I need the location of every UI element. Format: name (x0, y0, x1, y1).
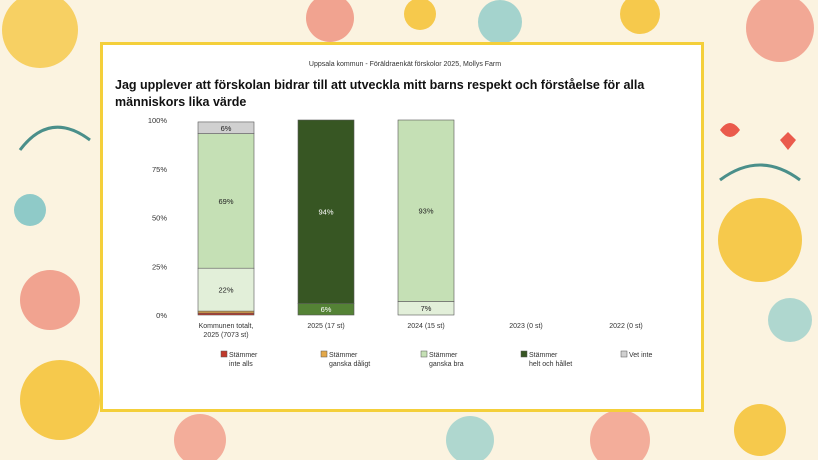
data-label: 69% (218, 197, 233, 206)
x-tick-label: 2025 (17 st) (307, 323, 344, 330)
y-tick-label: 0% (156, 311, 167, 320)
legend-label: helt och hållet (529, 360, 572, 368)
bar-segment (197, 121, 255, 134)
y-tick-label: 100% (148, 116, 168, 125)
legend-swatch (420, 350, 428, 358)
data-label: 6% (321, 305, 332, 314)
data-label: 94% (318, 208, 333, 217)
x-tick-label: Kommunen totalt, (199, 323, 254, 330)
data-label: 7% (421, 304, 432, 313)
data-label: 22% (218, 286, 233, 295)
legend-swatch (220, 350, 228, 358)
legend-label: Vet inte (629, 352, 652, 359)
legend-label: Stämmer (529, 352, 558, 359)
x-tick-label: 2024 (15 st) (407, 323, 444, 330)
legend-label: Stämmer (429, 352, 458, 359)
chart-title: Jag upplever att förskolan bidrar till a… (115, 78, 645, 109)
legend-label: ganska dåligt (329, 360, 370, 368)
bar-segment (197, 133, 255, 269)
legend-swatch (320, 350, 328, 358)
legend-label: inte alls (229, 361, 253, 368)
y-tick-label: 75% (152, 165, 167, 174)
chart-subtitle: Uppsala kommun - Föräldraenkät förskolor… (308, 61, 502, 68)
legend-label: Stämmer (229, 352, 258, 359)
y-tick-label: 50% (152, 214, 167, 223)
chart-card: Uppsala kommun - Föräldraenkät förskolor… (100, 42, 704, 412)
legend-swatch (620, 350, 628, 358)
data-label: 6% (221, 124, 232, 133)
x-tick-label: 2025 (7073 st) (203, 332, 248, 339)
data-label: 93% (418, 207, 433, 216)
bar-segment (197, 267, 255, 312)
stacked-bar-chart: 0% 25% 50% 75% 100% 22% 69% 6% Kommunen totalt, 2… (148, 116, 653, 368)
x-tick-label: 2023 (0 st) (509, 323, 542, 330)
legend-label: ganska bra (429, 361, 464, 368)
legend-swatch (520, 350, 528, 358)
y-tick-label: 25% (152, 262, 167, 271)
bar-segment (297, 119, 355, 304)
bar-segment (397, 119, 455, 302)
legend-label: Stämmer (329, 352, 358, 359)
x-tick-label: 2022 (0 st) (609, 323, 642, 330)
